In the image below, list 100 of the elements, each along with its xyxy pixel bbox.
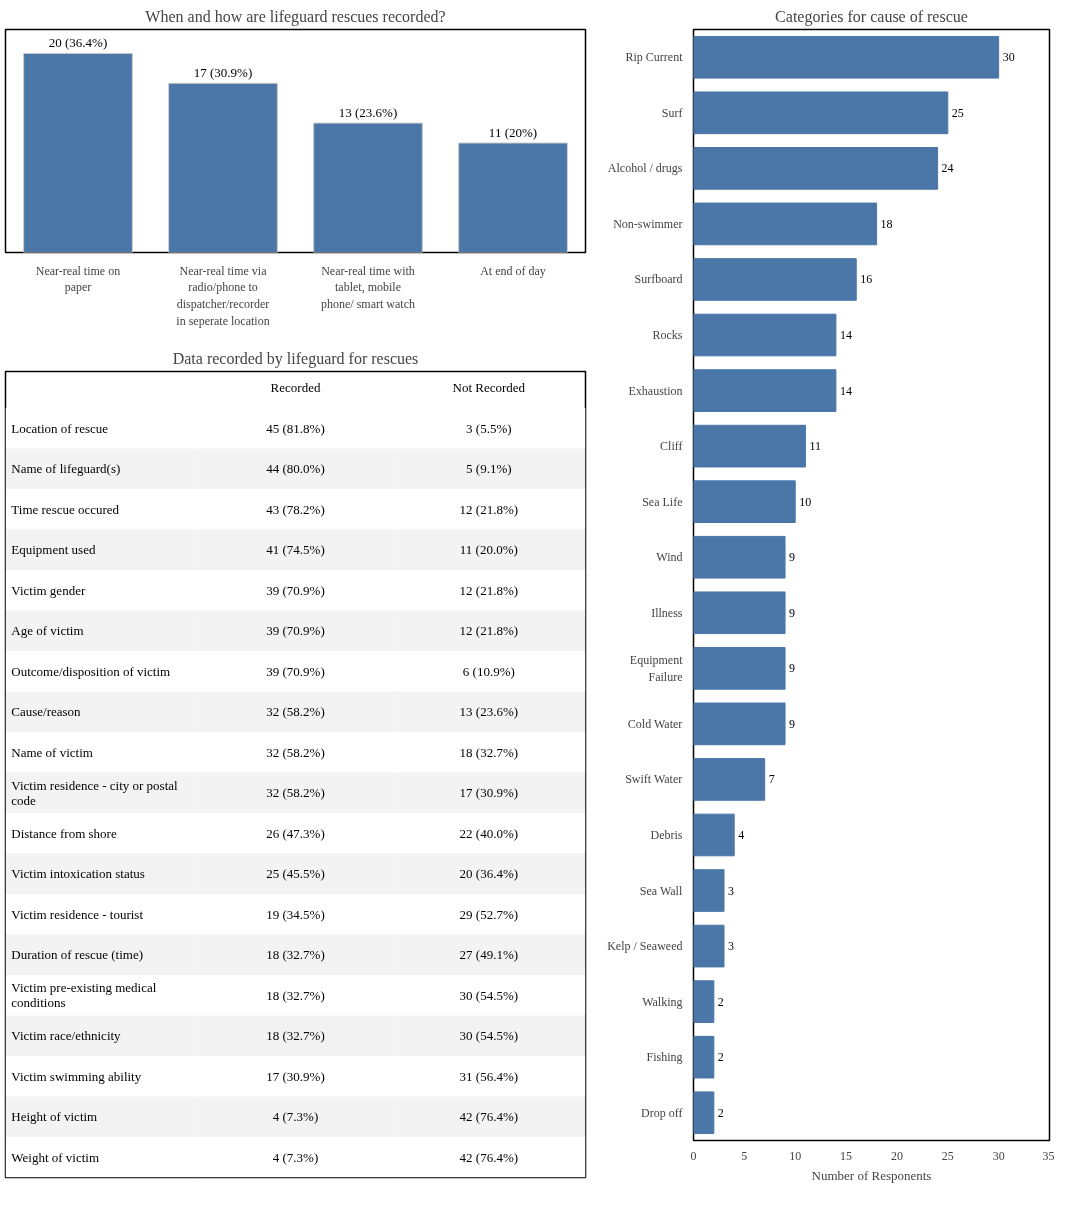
- bar: [693, 1091, 715, 1135]
- text: 25 (45.5%): [266, 866, 325, 882]
- text: 19 (34.5%): [266, 906, 325, 922]
- y-tick-label: Alcohol / drugs: [607, 161, 683, 176]
- bar: [693, 535, 786, 579]
- y-tick-label: Sea Wall: [639, 883, 683, 898]
- y-tick-label: Victim race/ethnicity: [11, 1028, 122, 1044]
- data-label: 10: [799, 494, 812, 509]
- bar: [693, 91, 949, 135]
- bar: [693, 591, 786, 635]
- text: 12 (21.8%): [459, 501, 519, 517]
- x-tick-label: 35: [1042, 1148, 1055, 1163]
- data-label: 11: [809, 439, 821, 454]
- bar: [693, 480, 796, 524]
- x-tick-label: Near-real time via radio/phone to dispatcher/recorder in seperate location: [176, 263, 270, 328]
- data-label: 18: [880, 216, 893, 231]
- x-tick-label: Near-real time on paper: [35, 263, 121, 295]
- data-label: 16: [860, 272, 873, 287]
- x-tick-label: Recorded: [270, 380, 321, 396]
- x-tick-label: 0: [690, 1148, 697, 1163]
- y-tick-label: Age of victim: [11, 623, 84, 639]
- text: 30 (54.5%): [459, 1028, 519, 1044]
- text: 18 (32.7%): [266, 987, 325, 1003]
- x-tick-label: Near-real time with tablet, mobile phone/ smart watch: [321, 263, 415, 312]
- bar: [693, 869, 725, 912]
- bar: [693, 147, 939, 190]
- bar: [693, 646, 786, 690]
- data-label: 25: [951, 105, 964, 120]
- text: 20 (36.4%): [459, 866, 519, 882]
- bar: [693, 313, 837, 357]
- data-label: 4: [738, 827, 745, 842]
- data-label: 13 (23.6%): [338, 105, 398, 121]
- text: 43 (78.2%): [266, 501, 325, 517]
- x-tick-label: 10: [789, 1148, 802, 1163]
- text: 39 (70.9%): [266, 623, 325, 639]
- bar: [458, 142, 568, 253]
- data-label: 7: [768, 772, 775, 787]
- x-axis-title: Number of Responents: [811, 1167, 932, 1183]
- bar: [693, 702, 786, 746]
- x-tick-label: 25: [941, 1148, 954, 1163]
- y-tick-label: Victim residence - city or postal code: [11, 777, 179, 808]
- x-tick-label: 5: [741, 1148, 748, 1163]
- y-tick-label: Cliff: [660, 439, 683, 454]
- bar: [693, 258, 857, 301]
- y-tick-label: Victim pre-existing medical conditions: [11, 980, 157, 1011]
- bar: [693, 369, 837, 412]
- data-label: 2: [717, 1105, 724, 1120]
- y-tick-label: Walking: [642, 994, 683, 1009]
- bar: [693, 202, 878, 246]
- y-tick-label: Name of victim: [11, 744, 93, 760]
- y-tick-label: Drop off: [641, 1105, 683, 1120]
- text: 18 (32.7%): [266, 947, 325, 963]
- y-tick-label: Name of lifeguard(s): [11, 461, 121, 477]
- text: 42 (76.4%): [459, 1109, 519, 1125]
- text: 39 (70.9%): [266, 663, 325, 679]
- chart-title: When and how are lifeguard rescues recorded?: [145, 7, 446, 26]
- text: 45 (81.8%): [266, 420, 325, 436]
- data-label: 11 (20%): [488, 124, 538, 140]
- text: 17 (30.9%): [266, 1068, 325, 1084]
- y-tick-label: Illness: [651, 605, 683, 620]
- data-label: 3: [728, 883, 735, 898]
- y-tick-label: Victim gender: [11, 582, 86, 598]
- bar: [693, 35, 1000, 79]
- text: 11 (20.0%): [459, 542, 518, 558]
- text: 30 (54.5%): [459, 987, 519, 1003]
- y-tick-label: Non-swimmer: [613, 216, 683, 231]
- text: 4 (7.3%): [272, 1149, 319, 1165]
- y-tick-label: Outcome/disposition of victim: [11, 663, 171, 679]
- y-tick-label: Weight of victim: [11, 1149, 100, 1165]
- x-tick-label: 30: [992, 1148, 1005, 1163]
- y-tick-label: Victim residence - tourist: [11, 906, 144, 922]
- y-tick-label: Distance from shore: [11, 825, 117, 841]
- text: 12 (21.8%): [459, 582, 519, 598]
- x-tick-label: Not Recorded: [452, 380, 526, 396]
- x-tick-label: 20: [890, 1148, 903, 1163]
- y-tick-label: Victim intoxication status: [11, 866, 145, 882]
- data-label: 30: [1002, 50, 1015, 65]
- y-tick-label: Surfboard: [634, 272, 683, 287]
- data-label: 9: [789, 550, 796, 565]
- bar: [693, 980, 715, 1023]
- y-tick-label: Cause/reason: [11, 704, 82, 720]
- text: 6 (10.9%): [462, 663, 515, 679]
- chart-title: Data recorded by lifeguard for rescues: [172, 349, 419, 368]
- bar: [23, 52, 133, 253]
- text: 32 (58.2%): [266, 704, 325, 720]
- text: 13 (23.6%): [459, 704, 519, 720]
- text: 44 (80.0%): [266, 461, 325, 477]
- text: 39 (70.9%): [266, 582, 325, 598]
- text: 4 (7.3%): [272, 1109, 319, 1125]
- text: 41 (74.5%): [266, 542, 325, 558]
- text: 5 (9.1%): [466, 461, 512, 477]
- y-tick-label: Surf: [661, 105, 683, 120]
- text: 27 (49.1%): [459, 947, 519, 963]
- y-tick-label: Exhaustion: [628, 383, 683, 398]
- bar: [693, 758, 766, 801]
- data-label: 20 (36.4%): [48, 35, 108, 51]
- x-tick-label: 15: [840, 1148, 853, 1163]
- data-label: 9: [789, 605, 796, 620]
- y-tick-label: Time rescue occured: [11, 501, 120, 517]
- y-tick-label: Swift Water: [625, 772, 683, 787]
